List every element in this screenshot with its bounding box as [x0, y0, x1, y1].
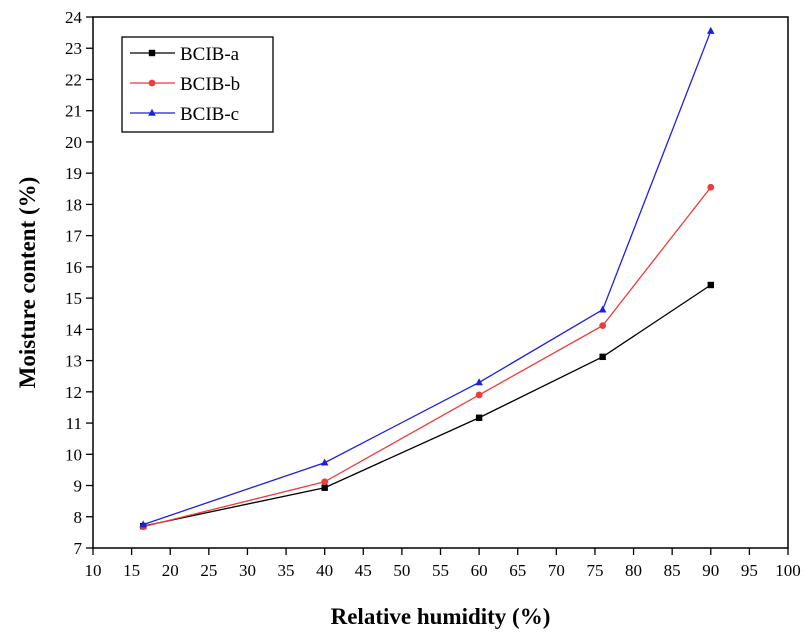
data-point: [598, 305, 607, 313]
y-tick-label: 14: [65, 320, 83, 339]
y-tick-label: 16: [65, 258, 82, 277]
x-tick-label: 95: [741, 561, 758, 580]
data-point: [706, 26, 715, 34]
y-tick-label: 21: [65, 102, 82, 121]
legend-label: BCIB-b: [180, 74, 240, 95]
x-tick-label: 25: [200, 561, 217, 580]
series-line: [143, 284, 712, 527]
legend-marker: [148, 108, 156, 116]
x-tick-label: 100: [775, 561, 801, 580]
y-tick-label: 24: [65, 8, 83, 27]
y-tick-label: 9: [74, 477, 83, 496]
y-axis-title: Moisture content (%): [15, 177, 40, 389]
y-tick-label: 8: [74, 508, 83, 527]
y-tick-label: 19: [65, 164, 82, 183]
y-axis: 7 8 9 10 11 12 13 14 15 16 17 18 19 20 21 22 23 24: [65, 8, 93, 558]
x-axis-title: Relative humidity (%): [331, 604, 551, 629]
x-tick-label: 40: [316, 561, 333, 580]
x-tick-label: 65: [509, 561, 526, 580]
x-tick-label: 80: [625, 561, 642, 580]
legend-marker: [148, 79, 156, 87]
x-tick-label: 70: [548, 561, 565, 580]
y-tick-label: 15: [65, 289, 82, 308]
data-point: [475, 391, 483, 399]
x-axis: 10 15 20 25 30 35 40 45 50 55 60 65 70 75 80 85 90 95 100: [85, 548, 801, 580]
y-tick-label: 20: [65, 133, 82, 152]
series-bcib-c: [139, 26, 715, 528]
x-tick-label: 30: [239, 561, 256, 580]
legend-item: BCIB-a: [130, 44, 240, 65]
x-tick-label: 75: [586, 561, 603, 580]
data-point: [139, 520, 147, 528]
x-tick-label: 10: [85, 561, 102, 580]
y-tick-label: 18: [65, 195, 82, 214]
data-point: [475, 378, 483, 386]
data-point: [475, 414, 483, 421]
x-tick-label: 35: [278, 561, 295, 580]
legend-marker: [148, 49, 156, 57]
y-tick-label: 22: [65, 70, 82, 89]
data-point: [320, 458, 329, 466]
y-tick-label: 10: [65, 445, 82, 464]
data-point: [707, 183, 715, 191]
series-bcib-a: [139, 281, 714, 530]
data-point: [599, 322, 607, 330]
series-layer: [139, 26, 715, 531]
y-tick-label: 23: [65, 39, 82, 58]
x-tick-label: 15: [123, 561, 140, 580]
legend-item: BCIB-c: [130, 104, 239, 125]
data-point: [599, 353, 606, 361]
x-tick-label: 55: [432, 561, 449, 580]
legend-label: BCIB-a: [180, 44, 240, 65]
series-bcib-b: [139, 183, 715, 531]
y-tick-label: 13: [65, 352, 82, 371]
x-tick-label: 20: [162, 561, 179, 580]
series-line: [143, 186, 712, 528]
y-tick-label: 11: [66, 414, 82, 433]
x-tick-label: 90: [702, 561, 719, 580]
legend: BCIB-a BCIB-b BCIB-c: [121, 36, 274, 133]
y-tick-label: 17: [65, 227, 83, 246]
x-tick-label: 60: [471, 561, 488, 580]
y-tick-label: 12: [65, 383, 82, 402]
legend-label: BCIB-c: [180, 104, 239, 125]
data-point: [707, 281, 714, 289]
x-tick-label: 45: [355, 561, 372, 580]
data-point: [321, 484, 328, 491]
y-tick-label: 7: [74, 539, 83, 558]
x-tick-label: 85: [664, 561, 681, 580]
x-tick-label: 50: [393, 561, 410, 580]
legend-item: BCIB-b: [130, 74, 240, 95]
data-point: [321, 478, 329, 486]
